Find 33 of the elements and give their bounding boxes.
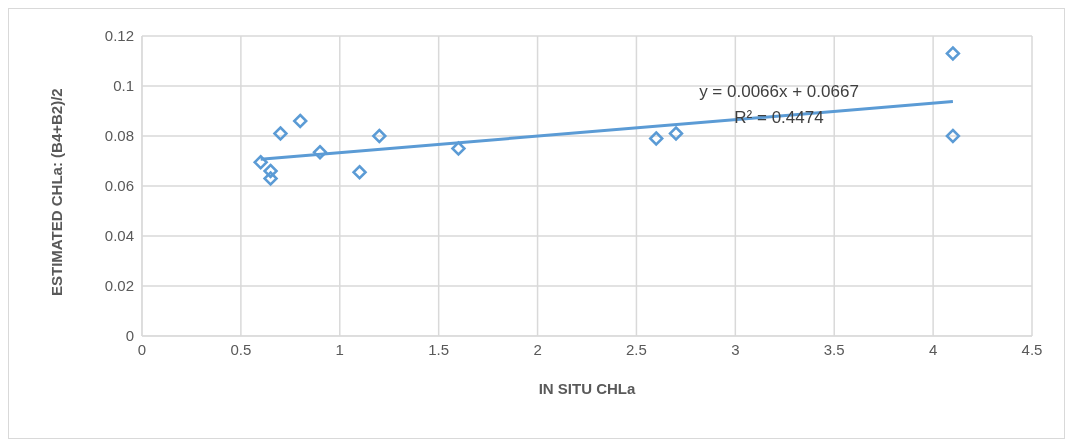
x-tick-label: 1.5	[428, 340, 450, 358]
x-tick-label: 0	[137, 340, 147, 358]
x-tick-label: 2.5	[626, 340, 647, 358]
x-tick-label: 3	[731, 340, 740, 358]
x-tick-label: 4.5	[1021, 340, 1043, 358]
y-tick-label: 0.02	[104, 277, 134, 295]
annotation: y = 0.0066x + 0.0667	[698, 81, 860, 103]
point	[263, 163, 278, 179]
point	[945, 46, 961, 61]
y-tick-label: 0	[125, 327, 134, 345]
point	[352, 165, 367, 180]
point	[648, 131, 664, 146]
y-axis-title: ESTIMATED CHLa: (B4+B2)/2	[48, 88, 66, 296]
point	[273, 126, 288, 141]
y-tick-label: 0.1	[113, 77, 134, 95]
y-tick-label: 0.06	[104, 177, 134, 195]
y-tick-label: 0.04	[104, 227, 134, 245]
point	[263, 171, 278, 186]
point	[668, 126, 684, 141]
point	[253, 155, 268, 170]
x-tick-label: 0.5	[230, 340, 252, 358]
x-tick-label: 4	[928, 340, 938, 358]
y-tick-label: 0.12	[104, 27, 134, 45]
point	[292, 113, 308, 129]
x-axis-title: IN SITU CHLa	[538, 380, 636, 397]
point	[451, 141, 466, 156]
point	[945, 128, 961, 144]
x-tick-label: 3.5	[823, 340, 845, 358]
point	[312, 145, 328, 160]
x-tick-label: 1	[335, 340, 344, 358]
point	[372, 128, 387, 144]
x-tick-label: 2	[533, 340, 542, 358]
y-tick-label: 0.08	[104, 127, 134, 145]
